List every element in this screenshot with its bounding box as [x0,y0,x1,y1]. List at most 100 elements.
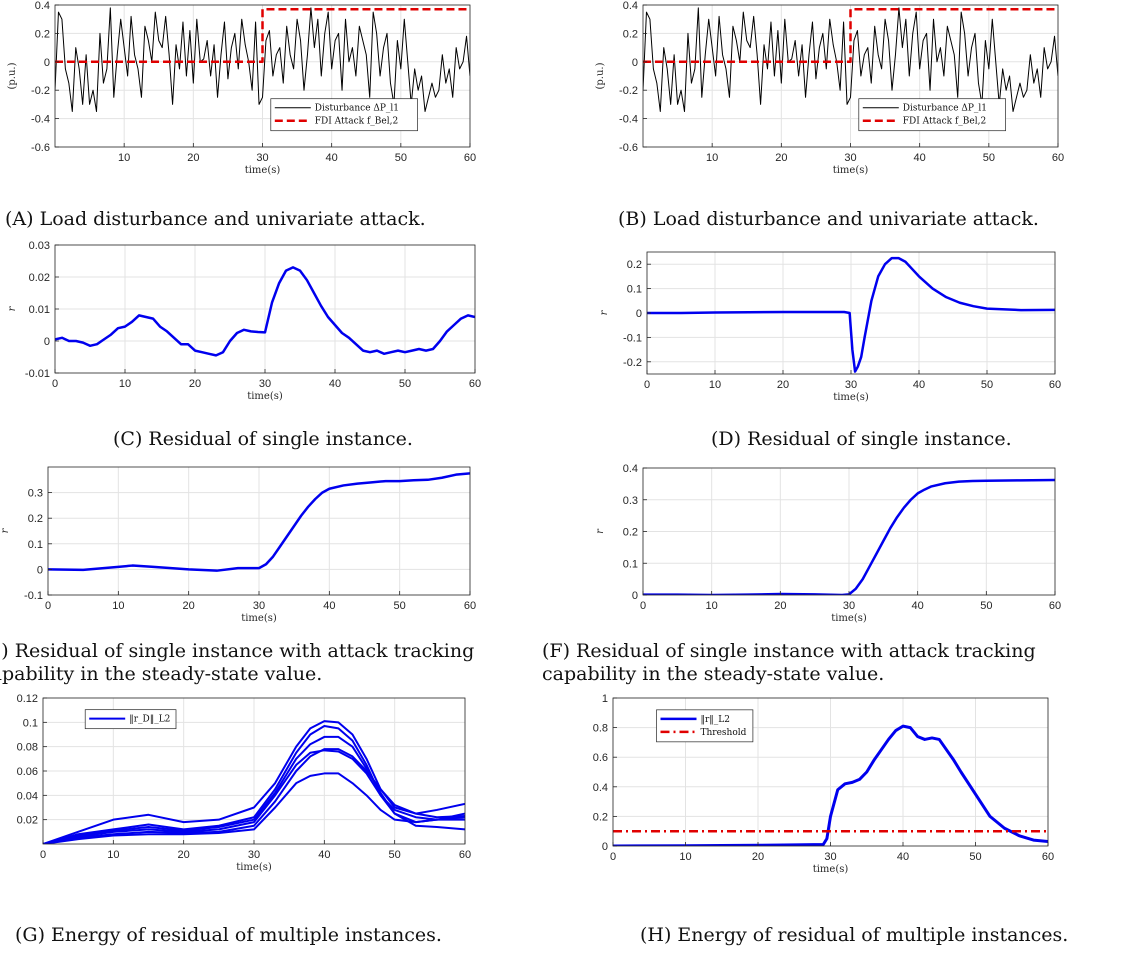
x-tick-label: 10 [112,600,124,612]
x-axis-label: time(s) [247,391,283,402]
y-tick-label: -0.2 [619,85,638,97]
legend-label: ‖r‖_L2 [701,715,731,725]
series-line-0 [48,472,470,572]
x-tick-label: 60 [469,378,481,390]
x-tick-label: 0 [45,600,51,612]
x-tick-label: 20 [774,600,786,612]
x-tick-label: 30 [256,152,268,164]
y-tick-label: 0.02 [17,815,38,827]
y-tick-label: -0.2 [623,357,642,369]
x-tick-label: 50 [980,600,992,612]
x-tick-label: 40 [913,379,925,391]
y-tick-label: -0.2 [31,85,50,97]
y-tick-label: 0 [632,57,638,69]
caption: (B) Load disturbance and univariate atta… [618,208,1039,230]
y-tick-label: -0.01 [25,368,50,380]
series-line-4 [43,772,465,844]
y-axis-label: r [7,305,18,311]
y-tick-label: 0 [602,841,608,853]
y-tick-label: 0.12 [17,693,38,705]
x-tick-label: 0 [640,600,646,612]
caption: (A) Load disturbance and univariate atta… [5,208,426,230]
y-tick-label: 0.3 [28,488,43,500]
y-tick-label: 0.1 [627,284,642,296]
x-tick-label: 0 [610,851,616,863]
x-tick-label: 50 [395,152,407,164]
y-tick-label: 0.1 [23,717,38,729]
x-tick-label: 10 [119,378,131,390]
legend: ‖r_D‖_L2 [84,709,177,730]
x-tick-label: 30 [824,851,836,863]
y-tick-label: -0.1 [623,332,642,344]
legend-label: Disturbance ΔP_l1 [315,104,399,114]
y-axis-label: (p.u.) [595,62,606,89]
x-tick-label: 40 [323,600,335,612]
x-tick-label: 50 [981,379,993,391]
chart-b: 10 20 30 40 50 60 -0.6 -0.4 -0.2 0 0.2 0.4 time(s) (p… [595,0,1064,230]
y-tick-label: 0.4 [35,0,50,12]
x-tick-label: 30 [843,600,855,612]
y-axis-label: r [599,309,610,315]
y-tick-label: -0.4 [31,114,50,126]
x-tick-label: 50 [394,600,406,612]
y-tick-label: 0.1 [623,558,638,570]
x-tick-label: 60 [464,152,476,164]
y-tick-label: 1 [602,693,608,705]
x-tick-label: 30 [845,379,857,391]
caption: capability in the steady-state value. [0,663,322,685]
caption: (G) Energy of residual of multiple insta… [15,924,442,946]
x-tick-label: 40 [914,152,926,164]
y-tick-label: 0.2 [627,259,642,271]
caption: (D) Residual of single instance. [711,428,1012,450]
legend-label: Threshold [701,728,747,738]
chart-c: 0 10 20 30 40 50 60-0.0100.010.020.03time(s)r(… [7,240,481,450]
x-axis-label: time(s) [833,392,869,403]
x-tick-label: 40 [897,851,909,863]
y-tick-label: 0 [44,336,50,348]
legend: ‖r‖_L2 Threshold [656,709,754,743]
x-tick-label: 60 [1042,851,1054,863]
series-line-2 [43,749,465,844]
y-tick-label: 0.4 [623,0,638,12]
y-tick-label: 0.01 [29,304,50,316]
caption: (F) Residual of single instance with att… [542,640,1036,662]
x-tick-label: 60 [464,600,476,612]
y-tick-label: -0.6 [619,142,638,154]
y-tick-label: 0 [37,564,43,576]
x-tick-label: 20 [752,851,764,863]
legend-label: FDI Attack f_Bel,2 [315,117,398,127]
y-tick-label: -0.4 [619,114,638,126]
x-axis-label: time(s) [236,862,272,873]
legend-label: FDI Attack f_Bel,2 [903,117,986,127]
y-tick-label: 0.02 [29,272,50,284]
x-tick-label: 20 [183,600,195,612]
y-tick-label: 0.2 [35,28,50,40]
x-tick-label: 30 [253,600,265,612]
x-tick-label: 20 [189,378,201,390]
y-tick-label: 0 [632,590,638,602]
series-line-0 [55,7,470,112]
x-tick-label: 10 [118,152,130,164]
y-tick-label: 0.1 [28,539,43,551]
y-tick-label: 0.2 [593,811,608,823]
chart-g: 0 10 20 30 40 50 60 0.02 0.04 0.06 0.08 0.1 0.12 time… [15,693,471,946]
x-tick-label: 40 [329,378,341,390]
y-tick-label: -0.1 [24,590,43,602]
chart-a: 10 20 30 40 50 60 -0.6 -0.4 -0.2 0 0.2 0.4 time(s) (p… [5,0,476,230]
x-tick-label: 50 [969,851,981,863]
x-tick-label: 10 [709,379,721,391]
x-tick-label: 0 [40,849,46,861]
legend-label: ‖r_D‖_L2 [129,715,170,725]
y-axis-label: (p.u.) [7,62,18,89]
x-tick-label: 10 [706,600,718,612]
x-tick-label: 40 [318,849,330,861]
x-tick-label: 60 [459,849,471,861]
x-tick-label: 20 [187,152,199,164]
x-tick-label: 20 [777,379,789,391]
series-line-3 [43,748,465,844]
caption: (E) Residual of single instance with att… [0,640,474,662]
legend-box [270,98,418,132]
legend-box [84,709,177,730]
